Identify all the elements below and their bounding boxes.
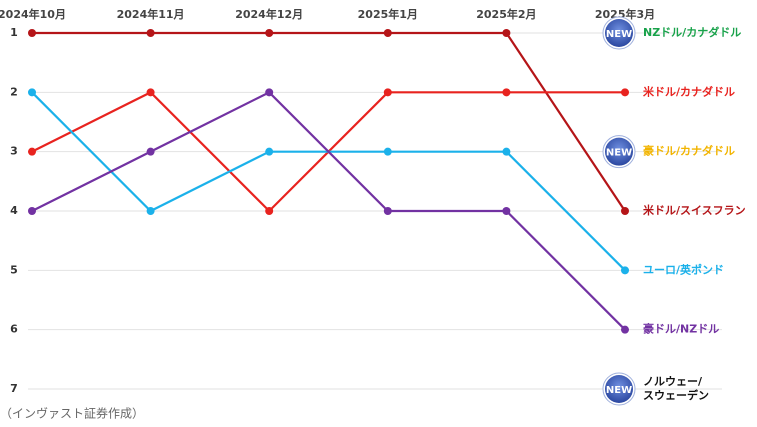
data-point xyxy=(383,29,392,37)
series-label: 豪ドル/NZドル xyxy=(643,322,719,336)
series-label: 米ドル/スイスフラン xyxy=(642,203,746,217)
badge-text: NEW xyxy=(606,148,632,159)
data-point xyxy=(265,147,274,156)
new-badge: NEW xyxy=(602,16,636,50)
data-point xyxy=(146,147,155,156)
badge-text: NEW xyxy=(606,29,632,40)
data-point xyxy=(28,207,36,215)
badge-circle xyxy=(605,137,633,166)
data-point xyxy=(28,88,36,97)
data-point xyxy=(502,207,511,215)
y-tick-label: 3 xyxy=(10,145,18,158)
data-point xyxy=(621,88,629,97)
data-point xyxy=(621,207,629,215)
series-label: 米ドル/カナダドル xyxy=(642,84,735,98)
x-tick-label: 2024年11月 xyxy=(117,7,185,21)
new-badge: NEW xyxy=(602,372,636,406)
series-line xyxy=(32,31,626,212)
x-tick-label: 2024年10月 xyxy=(0,7,66,21)
y-tick-label: 6 xyxy=(10,323,18,336)
data-point xyxy=(146,29,155,37)
data-point xyxy=(265,29,274,37)
data-point xyxy=(28,29,36,37)
new-entry-label: 豪ドル/カナダドル xyxy=(643,144,735,158)
data-point xyxy=(383,88,392,97)
y-tick-label: 7 xyxy=(10,382,18,395)
badge-circle xyxy=(605,19,633,47)
data-point xyxy=(146,207,155,215)
y-tick-label: 1 xyxy=(10,26,18,39)
data-point xyxy=(621,325,629,334)
x-tick-label: 2025年2月 xyxy=(476,7,536,21)
y-tick-label: 2 xyxy=(10,85,18,98)
new-entry-label: スウェーデン xyxy=(643,388,709,402)
data-point xyxy=(502,88,511,97)
new-entry-label: NZドル/カナダドル xyxy=(643,25,741,39)
data-point xyxy=(28,147,36,156)
data-point xyxy=(265,207,274,215)
new-entry-label: ノルウェー/ xyxy=(643,375,703,388)
y-tick-label: 5 xyxy=(10,263,18,276)
data-point xyxy=(146,88,155,97)
data-point xyxy=(621,266,629,275)
badge-circle xyxy=(605,375,633,403)
series-line xyxy=(31,91,626,272)
x-tick-label: 2025年1月 xyxy=(358,7,418,21)
source-note: （インヴァスト証券作成） xyxy=(0,406,144,421)
new-badge: NEW xyxy=(602,135,636,169)
data-point xyxy=(383,207,392,215)
badge-text: NEW xyxy=(606,385,632,396)
data-point xyxy=(502,147,511,156)
x-tick-label: 2024年12月 xyxy=(235,7,303,21)
data-point xyxy=(383,147,392,156)
y-tick-label: 4 xyxy=(10,204,18,217)
series-label: ユーロ/英ポンド xyxy=(643,262,724,276)
x-tick-label: 2025年3月 xyxy=(595,7,655,21)
series-line xyxy=(31,90,626,331)
data-point xyxy=(265,88,274,97)
data-point xyxy=(502,29,511,37)
